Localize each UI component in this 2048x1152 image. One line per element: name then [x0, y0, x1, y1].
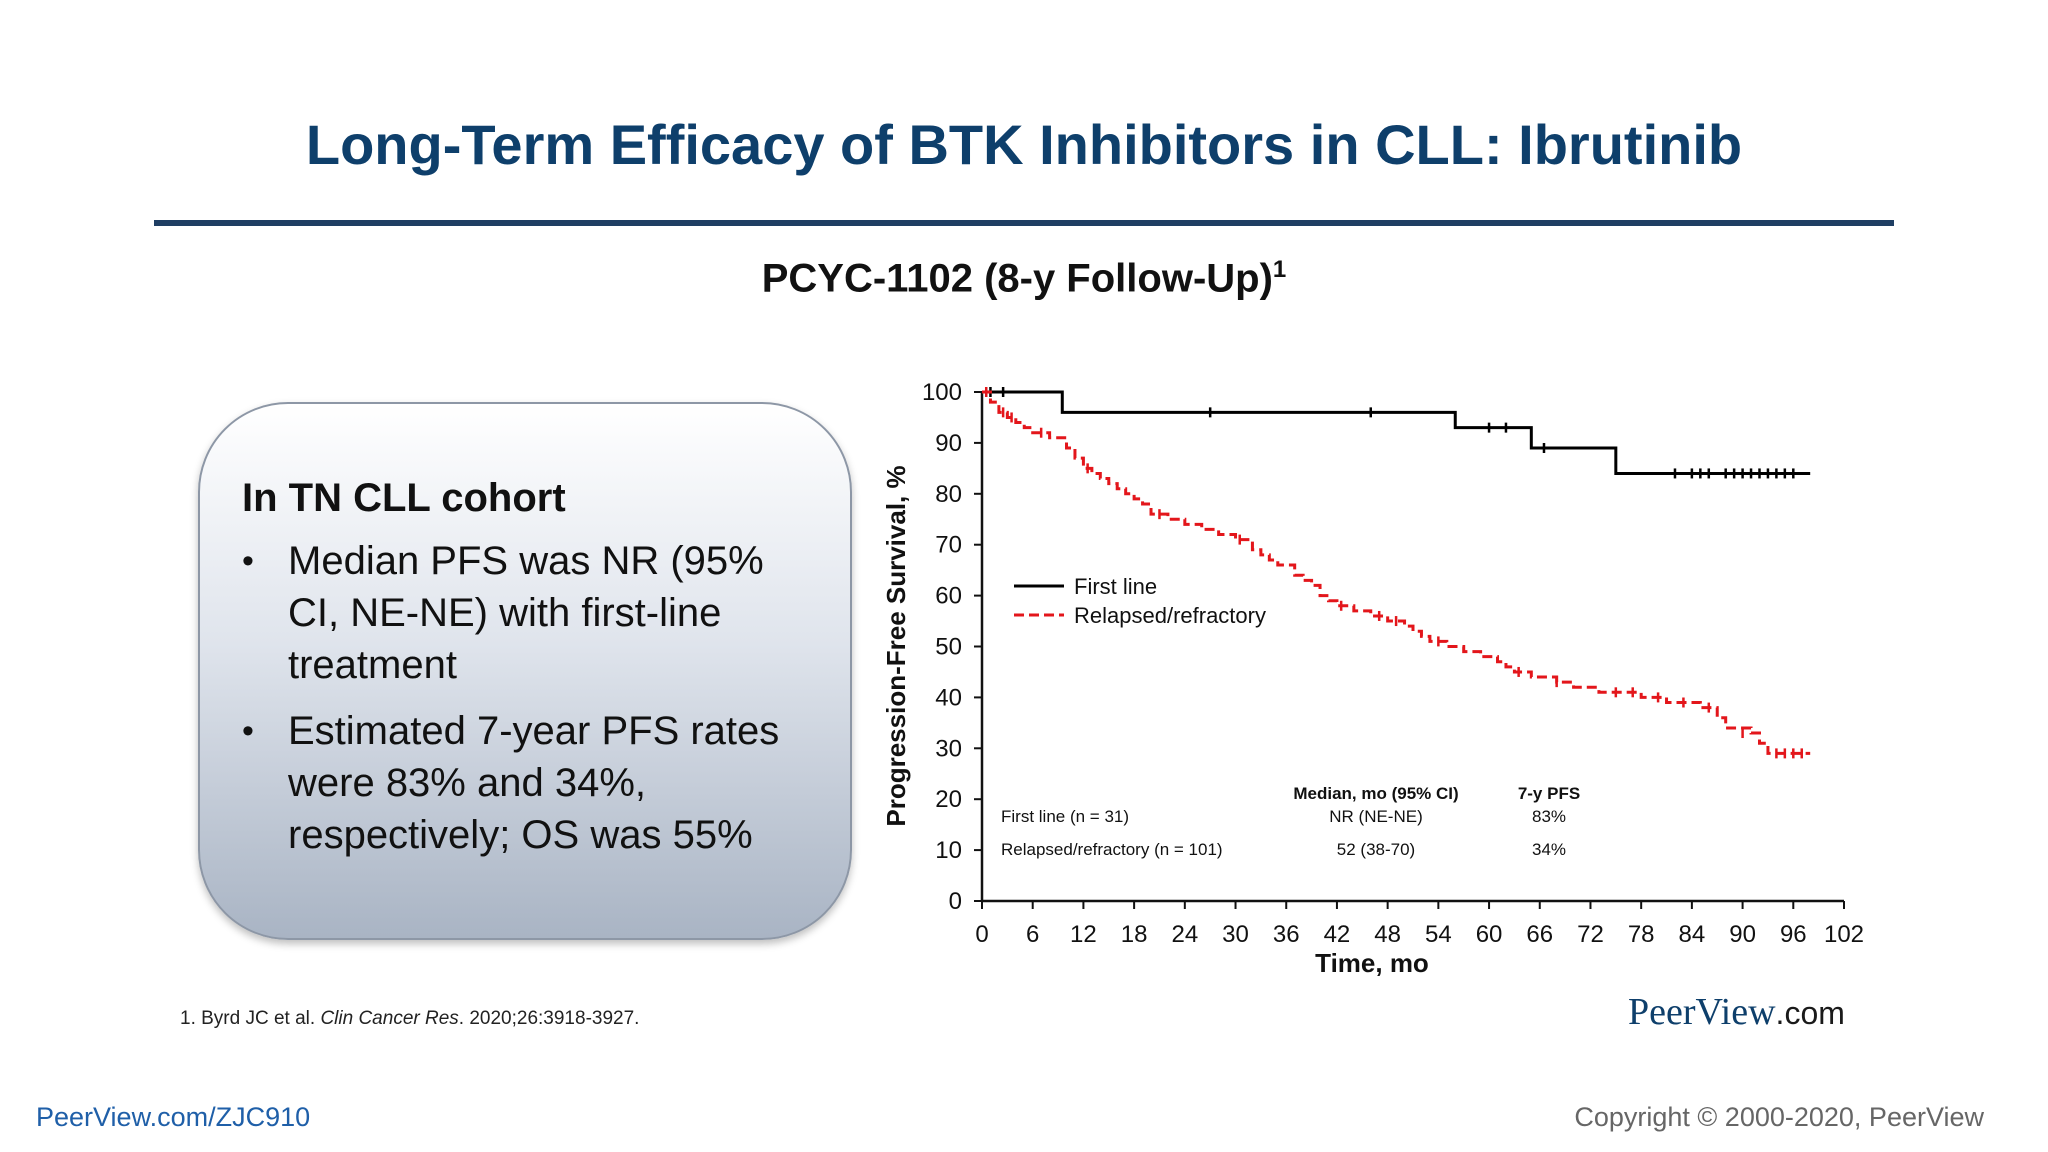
cohort-summary-box: In TN CLL cohort Median PFS was NR (95% …: [198, 402, 852, 940]
y-tick-label-0: 0: [949, 888, 962, 915]
y-tick-label-40: 40: [935, 684, 962, 711]
x-tick-label-102: 102: [1824, 921, 1864, 948]
table-header-1: 7-y PFS: [1518, 784, 1580, 803]
x-tick-label-66: 66: [1526, 921, 1553, 948]
citation: 1. Byrd JC et al. Clin Cancer Res. 2020;…: [180, 1008, 639, 1030]
x-tick-label-60: 60: [1476, 921, 1503, 948]
brand-name: PeerView: [1628, 991, 1776, 1033]
table-row-pfs-1: 34%: [1532, 840, 1566, 859]
activity-link[interactable]: PeerView.com/ZJC910: [36, 1102, 311, 1132]
y-tick-label-80: 80: [935, 481, 962, 508]
y-tick-label-70: 70: [935, 532, 962, 559]
y-tick-label-100: 100: [922, 379, 962, 406]
citation-authors: 1. Byrd JC et al.: [180, 1008, 321, 1029]
cohort-heading: In TN CLL cohort: [242, 476, 566, 520]
title-divider: [154, 220, 1894, 226]
subtitle-footnote-mark: 1: [1272, 256, 1287, 283]
x-tick-label-12: 12: [1070, 921, 1097, 948]
y-tick-label-20: 20: [935, 786, 962, 813]
table-row-median-1: 52 (38-70): [1337, 840, 1415, 859]
y-tick-label-50: 50: [935, 634, 962, 661]
slide-title: Long-Term Efficacy of BTK Inhibitors in …: [305, 113, 1743, 176]
chart-median-table: Median, mo (95% CI) 7-y PFS First line (n …: [1001, 784, 1580, 859]
series-line-first-line: [982, 390, 1811, 475]
x-tick-label-72: 72: [1577, 921, 1604, 948]
x-tick-label-84: 84: [1679, 921, 1706, 948]
peerview-logo: PeerView.com: [1628, 990, 1845, 1034]
x-axis-label: Time, mo: [1315, 948, 1429, 978]
x-tick-label-6: 6: [1026, 921, 1039, 948]
chart-subtitle: PCYC-1102 (8-y Follow-Up)1: [0, 256, 2048, 301]
x-tick-label-0: 0: [975, 921, 988, 948]
brand-domain: .com: [1775, 995, 1845, 1031]
cohort-bullet-list: Median PFS was NR (95% CI, NE-NE) with f…: [242, 535, 810, 861]
chart-legend: First line Relapsed/refractory: [1014, 574, 1266, 628]
x-tick-label-78: 78: [1628, 921, 1655, 948]
x-tick-label-42: 42: [1324, 921, 1351, 948]
bullet-median-pfs: Median PFS was NR (95% CI, NE-NE) with f…: [242, 535, 810, 691]
table-row-label-0: First line (n = 31): [1001, 807, 1129, 826]
legend-label-relapsed-refractory: Relapsed/refractory: [1074, 603, 1266, 628]
y-tick-label-10: 10: [935, 837, 962, 864]
table-row-median-0: NR (NE-NE): [1329, 807, 1423, 826]
bullet-7y-pfs: Estimated 7-year PFS rates were 83% and …: [242, 705, 810, 861]
x-tick-label-24: 24: [1171, 921, 1198, 948]
series-line-relapsed-refractory: [982, 390, 1811, 755]
table-header-0: Median, mo (95% CI): [1293, 784, 1458, 803]
y-tick-label-90: 90: [935, 430, 962, 457]
y-axis-label: Progression-Free Survival, %: [881, 465, 911, 826]
y-tick-label-60: 60: [935, 583, 962, 610]
x-tick-label-36: 36: [1273, 921, 1300, 948]
chart-axes: 0 6 12 18 24 30 36 42 48 54 60 66 72 78 84 90 96 10201020…: [922, 379, 1864, 948]
citation-details: . 2020;26:3918-3927.: [458, 1008, 640, 1029]
chart-series: [982, 387, 1811, 759]
x-tick-label-96: 96: [1780, 921, 1807, 948]
x-tick-label-54: 54: [1425, 921, 1452, 948]
x-tick-label-18: 18: [1121, 921, 1148, 948]
y-tick-label-30: 30: [935, 735, 962, 762]
x-tick-label-48: 48: [1374, 921, 1401, 948]
x-tick-label-30: 30: [1222, 921, 1249, 948]
table-row-label-1: Relapsed/refractory (n = 101): [1001, 840, 1223, 859]
citation-journal: Clin Cancer Res: [320, 1008, 459, 1029]
x-tick-label-90: 90: [1729, 921, 1756, 948]
legend-label-first-line: First line: [1074, 574, 1157, 599]
copyright-notice: Copyright © 2000-2020, PeerView: [1574, 1102, 1984, 1132]
subtitle-text: PCYC-1102 (8-y Follow-Up): [761, 256, 1273, 301]
table-row-pfs-0: 83%: [1532, 807, 1566, 826]
